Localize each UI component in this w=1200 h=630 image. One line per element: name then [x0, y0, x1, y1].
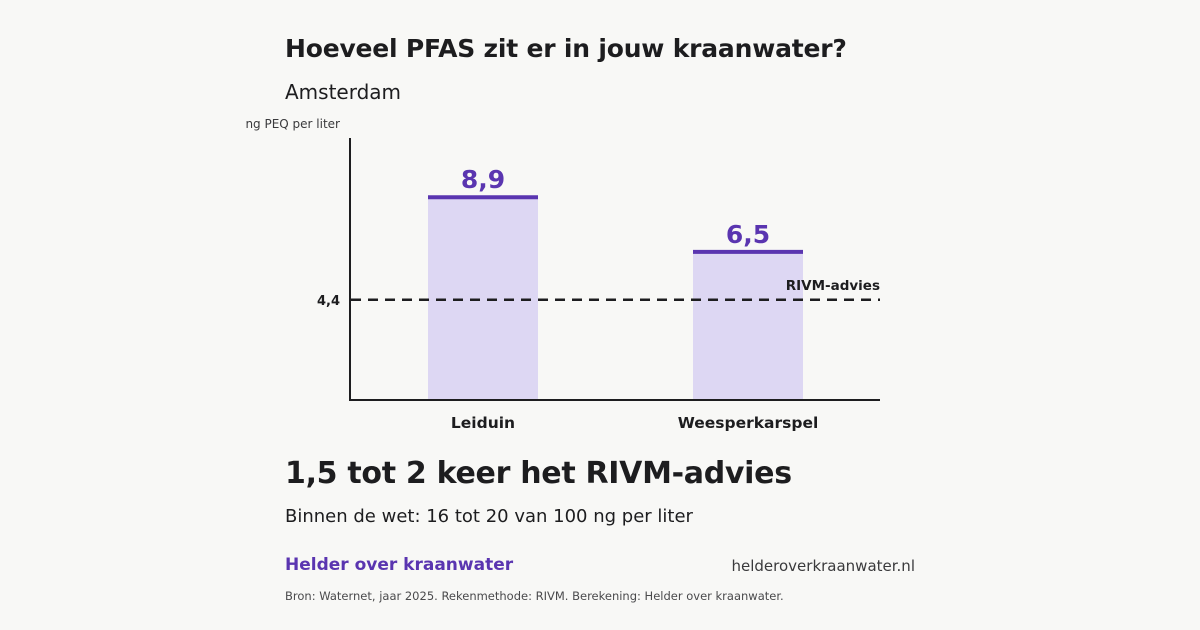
site-url: helderoverkraanwater.nl	[731, 557, 916, 575]
y-axis-label: ng PEQ per liter	[245, 117, 340, 131]
category-label-leiduin: Leiduin	[451, 414, 515, 432]
summary-headline: 1,5 tot 2 keer het RIVM-advies	[285, 456, 792, 491]
summary-subline: Binnen de wet: 16 tot 20 van 100 ng per …	[285, 506, 693, 527]
reference-line-label: RIVM-advies	[786, 278, 880, 294]
chart-title: Hoeveel PFAS zit er in jouw kraanwater?	[285, 34, 847, 63]
bar-weesperkarspel	[693, 251, 803, 399]
source-note: Bron: Waternet, jaar 2025. Rekenmethode:…	[285, 589, 784, 603]
value-label-leiduin: 8,9	[461, 165, 505, 194]
value-label-weesperkarspel: 6,5	[726, 220, 770, 249]
chart-subtitle: Amsterdam	[285, 80, 402, 104]
brand-name: Helder over kraanwater	[285, 555, 514, 575]
category-label-weesperkarspel: Weesperkarspel	[678, 414, 819, 432]
bar-leiduin	[428, 197, 538, 399]
reference-tick-label: 4,4	[317, 294, 340, 309]
